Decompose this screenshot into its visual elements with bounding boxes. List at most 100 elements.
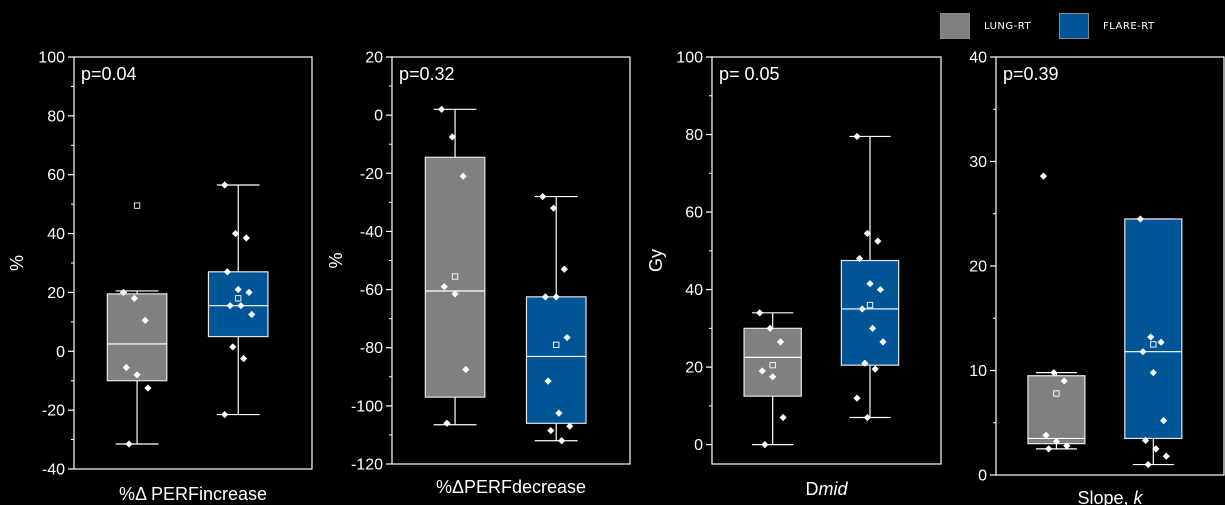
data-point	[1039, 172, 1048, 180]
x-axis-label: %ΔPERFdecrease	[436, 477, 586, 497]
data-point	[1050, 368, 1058, 377]
y-tick-label: 0	[978, 468, 987, 485]
data-point	[237, 302, 245, 310]
data-point	[1162, 452, 1170, 460]
y-axis-label: %	[326, 252, 346, 268]
box-flare-rt	[207, 181, 269, 419]
data-point	[125, 440, 133, 448]
data-point	[1157, 338, 1165, 346]
mean-marker	[866, 301, 874, 309]
y-tick-label: -20	[360, 166, 383, 183]
y-tick-label: -60	[360, 282, 383, 299]
y-tick-label: -80	[360, 340, 383, 357]
y-tick-label: 20	[685, 360, 703, 377]
box-lung-rt	[743, 309, 802, 449]
y-tick-label: -40	[360, 224, 383, 241]
y-tick-label: 20	[969, 259, 987, 276]
box-iqr	[1027, 375, 1086, 445]
data-point	[856, 254, 864, 263]
data-point	[552, 293, 560, 301]
y-tick-label: 40	[685, 282, 703, 299]
data-point	[226, 302, 234, 310]
data-point	[853, 132, 861, 141]
data-point	[853, 394, 861, 402]
data-point	[248, 310, 256, 319]
y-tick-label: 60	[47, 167, 65, 184]
data-point	[221, 181, 229, 189]
data-point	[1149, 368, 1157, 377]
y-tick-label: 80	[47, 108, 65, 125]
data-point	[1063, 442, 1071, 450]
p-value-label: p=0.39	[1003, 64, 1059, 84]
data-point	[861, 359, 869, 367]
data-point	[1147, 333, 1155, 341]
data-point	[1060, 377, 1068, 385]
data-point	[1144, 460, 1152, 469]
data-point	[462, 365, 470, 374]
p-value-label: p=0.32	[399, 64, 455, 84]
mean-marker	[235, 295, 242, 302]
data-point	[558, 437, 566, 445]
x-axis-label: Dmid	[805, 479, 848, 499]
y-tick-label: 30	[969, 154, 987, 171]
y-tick-label: 80	[685, 127, 703, 144]
mean-marker	[553, 341, 560, 348]
data-point	[560, 265, 568, 273]
y-tick-label: 60	[685, 205, 703, 222]
box-lung-rt	[1027, 172, 1086, 453]
data-point	[245, 288, 253, 297]
data-point	[1042, 431, 1050, 439]
plot-frame	[711, 56, 942, 465]
data-point	[563, 333, 571, 342]
y-tick-label: 10	[969, 363, 987, 380]
data-point	[1160, 417, 1168, 425]
y-tick-label: 100	[676, 50, 703, 67]
mean-marker	[133, 202, 141, 209]
data-point	[448, 133, 456, 141]
data-point	[231, 229, 240, 238]
data-point	[234, 285, 242, 294]
data-point	[544, 377, 552, 385]
y-tick-label: -100	[351, 398, 383, 415]
box-iqr	[424, 156, 486, 398]
data-point	[869, 324, 877, 332]
y-tick-label: 0	[56, 344, 65, 361]
legend-label-flare-rt: FLARE-RT	[1103, 20, 1155, 32]
data-point	[443, 419, 451, 427]
y-tick-label: -20	[42, 403, 65, 420]
y-tick-label: 20	[365, 50, 383, 67]
data-point	[541, 293, 550, 301]
chart-panel-1: -40 -20 0 20 40 60 80 100 p=0.04% %Δ PERFincrease	[7, 50, 313, 504]
data-point	[539, 192, 547, 201]
data-point	[1139, 348, 1147, 356]
data-point	[223, 268, 232, 276]
data-point	[122, 363, 130, 372]
y-tick-label: 40	[969, 50, 987, 67]
box-flare-rt	[1124, 215, 1183, 469]
data-point	[769, 373, 777, 381]
data-point	[566, 422, 574, 430]
data-point	[866, 280, 874, 288]
box-flare-rt	[840, 132, 900, 422]
data-point	[555, 409, 563, 417]
data-point	[242, 234, 250, 242]
data-point	[871, 365, 879, 373]
data-point	[776, 338, 785, 346]
chart-panel-4: 0 10 20 30 40 p=0.39 Slope, k	[969, 50, 1225, 505]
mean-marker	[1150, 341, 1157, 348]
data-point	[761, 441, 769, 449]
box-lung-rt	[424, 105, 486, 427]
data-point	[1141, 436, 1150, 445]
y-tick-label: 40	[47, 226, 65, 243]
data-point	[1152, 445, 1160, 453]
y-tick-label: -40	[42, 462, 65, 479]
data-point	[863, 229, 872, 237]
data-point	[459, 172, 467, 180]
y-tick-label: 0	[694, 437, 703, 454]
data-point	[229, 343, 237, 351]
data-point	[130, 294, 138, 302]
box-iqr	[1124, 218, 1183, 440]
data-point	[874, 237, 882, 245]
data-point	[1136, 215, 1144, 223]
